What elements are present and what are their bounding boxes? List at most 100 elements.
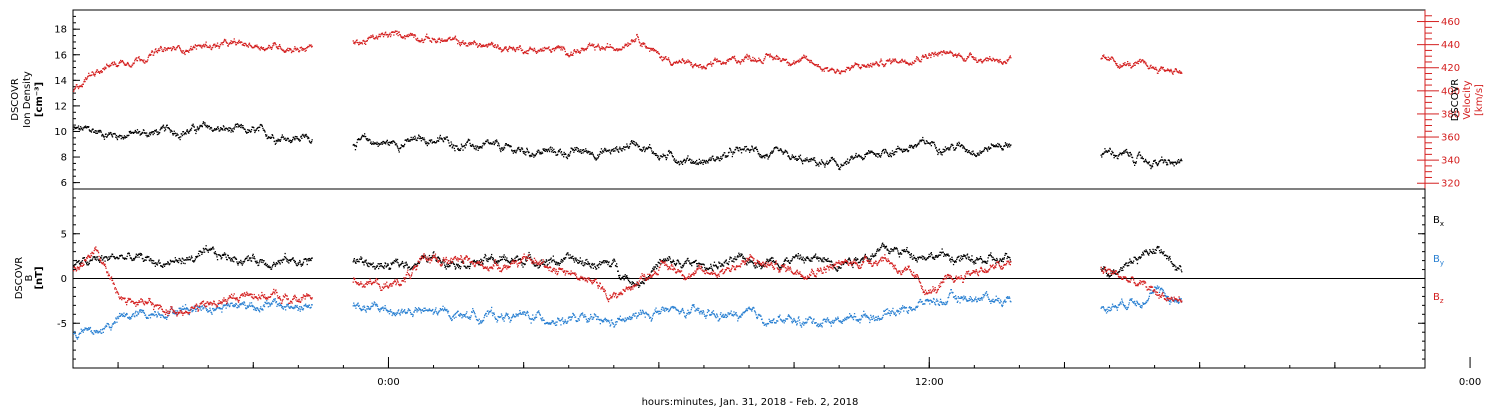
data-point (710, 159, 712, 161)
data-point (583, 265, 585, 267)
data-point (301, 263, 303, 265)
data-point (909, 62, 911, 64)
data-point (770, 259, 772, 261)
data-point (449, 144, 452, 147)
data-point (976, 152, 978, 154)
data-point (425, 141, 427, 143)
data-point (679, 163, 681, 165)
data-point (824, 164, 826, 166)
data-point (272, 134, 274, 137)
data-point (703, 264, 705, 266)
data-point (184, 132, 186, 135)
data-point (305, 258, 307, 260)
data-point (215, 129, 217, 131)
data-point (95, 130, 97, 132)
data-point (734, 148, 737, 151)
data-point (1150, 166, 1153, 168)
data-point (388, 144, 391, 146)
data-point (99, 131, 101, 133)
data-point (96, 256, 99, 258)
data-point (617, 48, 619, 50)
data-point (998, 61, 1000, 64)
data-point (192, 48, 194, 51)
data-point (738, 252, 740, 254)
data-point (724, 62, 726, 64)
data-point (681, 161, 683, 163)
data-point (732, 56, 734, 58)
data-point (507, 50, 509, 53)
data-point (267, 137, 269, 139)
data-point (371, 36, 373, 38)
data-point (716, 266, 718, 269)
data-point (715, 264, 717, 266)
data-point (686, 259, 688, 262)
data-point (951, 143, 953, 145)
data-point (739, 255, 742, 257)
data-point (1118, 67, 1121, 69)
data-point (1110, 153, 1113, 156)
data-point (1172, 163, 1174, 165)
data-point (771, 152, 773, 154)
right-tick-label: 400 (1441, 86, 1460, 97)
data-point (501, 258, 504, 260)
data-point (191, 48, 193, 50)
data-point (938, 53, 941, 55)
data-point (288, 140, 291, 142)
data-point (681, 267, 683, 269)
data-point (244, 128, 246, 131)
data-point (293, 136, 295, 139)
data-point (415, 38, 417, 40)
data-point (250, 130, 252, 133)
data-point (88, 263, 90, 265)
data-point (256, 260, 258, 262)
data-point (420, 257, 422, 260)
data-point (812, 157, 815, 159)
data-point (98, 259, 100, 261)
data-point (196, 128, 198, 131)
data-point (401, 262, 403, 264)
data-point (719, 262, 721, 264)
data-point (865, 153, 867, 155)
data-point (206, 124, 208, 127)
data-point (241, 125, 243, 127)
data-point (357, 138, 359, 141)
data-point (799, 58, 801, 60)
data-point (278, 140, 280, 142)
data-point (636, 143, 638, 145)
data-point (74, 87, 76, 89)
data-point (932, 52, 934, 55)
data-point (162, 266, 164, 268)
data-point (85, 261, 87, 263)
data-point (799, 60, 802, 62)
data-point (779, 149, 781, 151)
data-point (1166, 69, 1168, 72)
data-point (107, 259, 109, 261)
data-point (294, 47, 296, 50)
data-point (270, 48, 273, 50)
data-point (222, 43, 224, 46)
data-point (966, 56, 969, 58)
b-tick-label: -5 (57, 319, 67, 330)
data-point (176, 261, 179, 263)
data-point (216, 128, 218, 130)
data-point (750, 261, 752, 263)
data-point (1140, 61, 1142, 63)
data-point (262, 261, 264, 264)
data-point (1139, 58, 1141, 61)
data-point (100, 257, 102, 259)
data-point (521, 49, 524, 51)
data-point (505, 46, 507, 48)
data-point (670, 151, 672, 153)
data-point (1167, 164, 1169, 166)
data-point (700, 263, 703, 266)
data-point (1126, 63, 1128, 65)
data-point (416, 139, 418, 142)
data-point (566, 253, 568, 255)
data-point (538, 151, 540, 153)
data-point (90, 74, 93, 76)
data-point (439, 258, 441, 260)
data-point (752, 261, 754, 264)
data-point (276, 48, 279, 50)
data-point (506, 49, 508, 51)
data-point (682, 160, 684, 163)
